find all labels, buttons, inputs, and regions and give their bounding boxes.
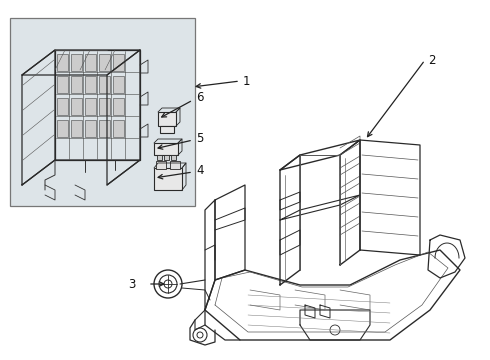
Bar (154, 143, 178, 155)
Bar (99, 120, 110, 137)
Bar (57, 120, 68, 137)
Bar (170, 161, 180, 169)
Text: 4: 4 (196, 163, 203, 176)
Bar (57, 54, 68, 71)
Bar (71, 54, 82, 71)
Bar (71, 98, 82, 115)
Bar (160, 126, 174, 133)
Bar (113, 54, 124, 71)
Bar (171, 155, 176, 160)
Bar (85, 120, 96, 137)
Bar (99, 76, 110, 93)
Text: 5: 5 (196, 131, 203, 144)
Bar (113, 120, 124, 137)
Bar (85, 54, 96, 71)
Bar (85, 76, 96, 93)
Bar (57, 98, 68, 115)
Bar (57, 76, 68, 93)
Text: 6: 6 (196, 90, 203, 104)
Text: 3: 3 (128, 278, 135, 291)
Bar (164, 155, 169, 160)
Bar (154, 168, 182, 190)
Text: 2: 2 (428, 54, 436, 67)
Text: 1: 1 (243, 75, 250, 87)
Bar (113, 76, 124, 93)
Bar (99, 54, 110, 71)
Bar (71, 76, 82, 93)
Bar (157, 155, 162, 160)
Bar (99, 98, 110, 115)
Bar (71, 120, 82, 137)
FancyBboxPatch shape (10, 18, 195, 206)
Bar (113, 98, 124, 115)
Bar (85, 98, 96, 115)
Bar (158, 112, 176, 126)
Bar (156, 161, 166, 169)
